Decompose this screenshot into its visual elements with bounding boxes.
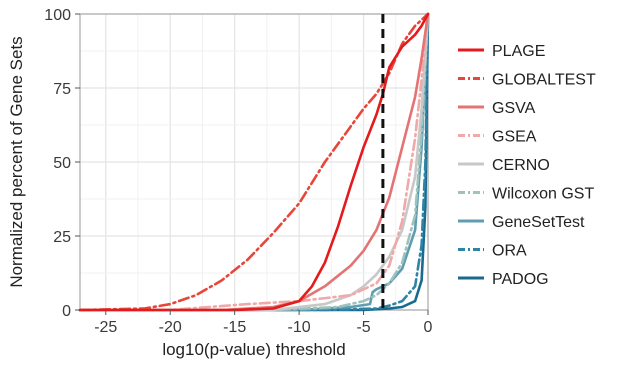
series-line-gsea xyxy=(78,12,430,312)
y-axis-title: Normalized percent of Gene Sets xyxy=(7,36,26,287)
y-axis-ticks: 0 25 50 75 100 xyxy=(44,7,80,320)
series-line-ora xyxy=(78,12,430,312)
x-tick-label: -20 xyxy=(159,319,182,336)
legend-label: Wilcoxon GST xyxy=(492,186,594,203)
x-tick-label: -15 xyxy=(223,319,246,336)
series-line-cerno xyxy=(78,12,430,312)
series-line-gsva xyxy=(78,12,430,312)
y-tick-label: 100 xyxy=(44,7,71,24)
y-tick-label: 25 xyxy=(53,229,71,246)
legend-label: GLOBALTEST xyxy=(492,72,596,89)
legend-label: ORA xyxy=(492,243,527,260)
legend-label: GeneSetTest xyxy=(492,214,585,231)
series-lines xyxy=(78,12,430,312)
x-tick-label: 0 xyxy=(424,319,433,336)
legend-label: GSVA xyxy=(492,100,536,117)
x-axis-title: log10(p-value) threshold xyxy=(162,340,345,359)
legend: PLAGE GLOBALTEST GSVA GSEA CERNO Wilcoxon GST… xyxy=(458,43,596,288)
x-tick-label: -10 xyxy=(288,319,311,336)
grid xyxy=(80,13,429,311)
series-line-plage xyxy=(78,12,430,312)
legend-label: PLAGE xyxy=(492,43,545,60)
y-tick-label: 50 xyxy=(53,155,71,172)
x-tick-label: -25 xyxy=(94,319,117,336)
series-line-globaltest xyxy=(78,12,430,312)
x-tick-label: -5 xyxy=(356,319,370,336)
y-tick-label: 75 xyxy=(53,81,71,98)
legend-label: GSEA xyxy=(492,129,537,146)
legend-label: CERNO xyxy=(492,157,550,174)
x-axis-ticks: -25 -20 -15 -10 -5 0 xyxy=(94,310,433,336)
legend-label: PADOG xyxy=(492,271,549,288)
y-tick-label: 0 xyxy=(62,303,71,320)
